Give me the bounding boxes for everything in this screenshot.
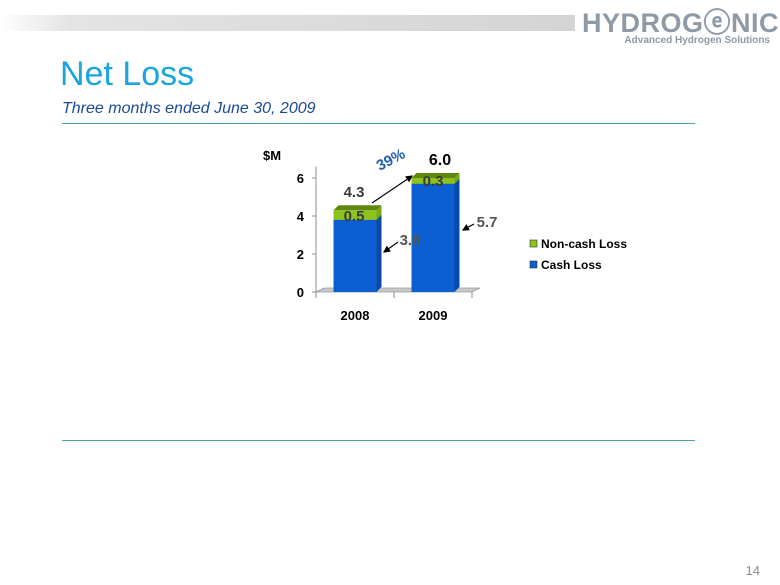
bar-side [376,205,382,220]
slide-title: Net Loss [60,55,195,93]
chart-legend: Non-cash Loss Cash Loss [529,237,627,272]
legend-label: Non-cash Loss [541,237,627,251]
y-tick-label: 0 [297,285,304,300]
slide-subtitle: Three months ended June 30, 2009 [62,100,316,117]
legend-swatch [529,239,538,248]
legend-label: Cash Loss [541,258,602,272]
total-label-2008: 4.3 [344,184,365,201]
noncash-label-2009: 0.3 [423,173,444,190]
bar-segment [411,178,455,184]
y-tick-label: 2 [297,247,304,262]
bar-segment [333,210,377,220]
header-band [0,15,575,31]
bar-top [411,173,460,178]
y-tick-label: 6 [297,171,304,186]
cash-2008-pointer [383,241,399,253]
cash-2009-pointer [461,223,475,231]
top-divider [62,123,695,124]
bar-side [454,178,460,292]
increase-arrow [371,175,413,204]
x-tick-label: 2009 [419,308,448,323]
chart-bars [333,173,460,292]
bar-side [454,173,460,184]
y-axis: 0 2 4 6 $M 2008 2009 [263,148,473,323]
cash-label-2008: 3.8 [400,232,421,249]
logo-wordmark: HYDROGⓔNICS [582,8,780,38]
bottom-divider [62,440,695,441]
y-unit-label: $M [263,148,281,163]
total-label-2009: 6.0 [429,152,451,169]
bar-top [333,205,382,211]
bar-segment [411,183,455,292]
noncash-label-2008: 0.5 [344,208,365,225]
company-logo: HYDROGⓔNICS Advanced Hydrogen Solutions [582,8,780,48]
y-tick-label: 4 [297,209,305,224]
cash-label-2009: 5.7 [477,214,498,231]
legend-swatch [529,260,538,269]
page-number: 14 [745,563,760,578]
change-percent-label: 39% [374,145,408,174]
bar-side [376,214,382,292]
bar-segment [333,219,377,292]
logo-tagline: Advanced Hydrogen Solutions [624,35,770,46]
x-tick-label: 2008 [341,308,370,323]
